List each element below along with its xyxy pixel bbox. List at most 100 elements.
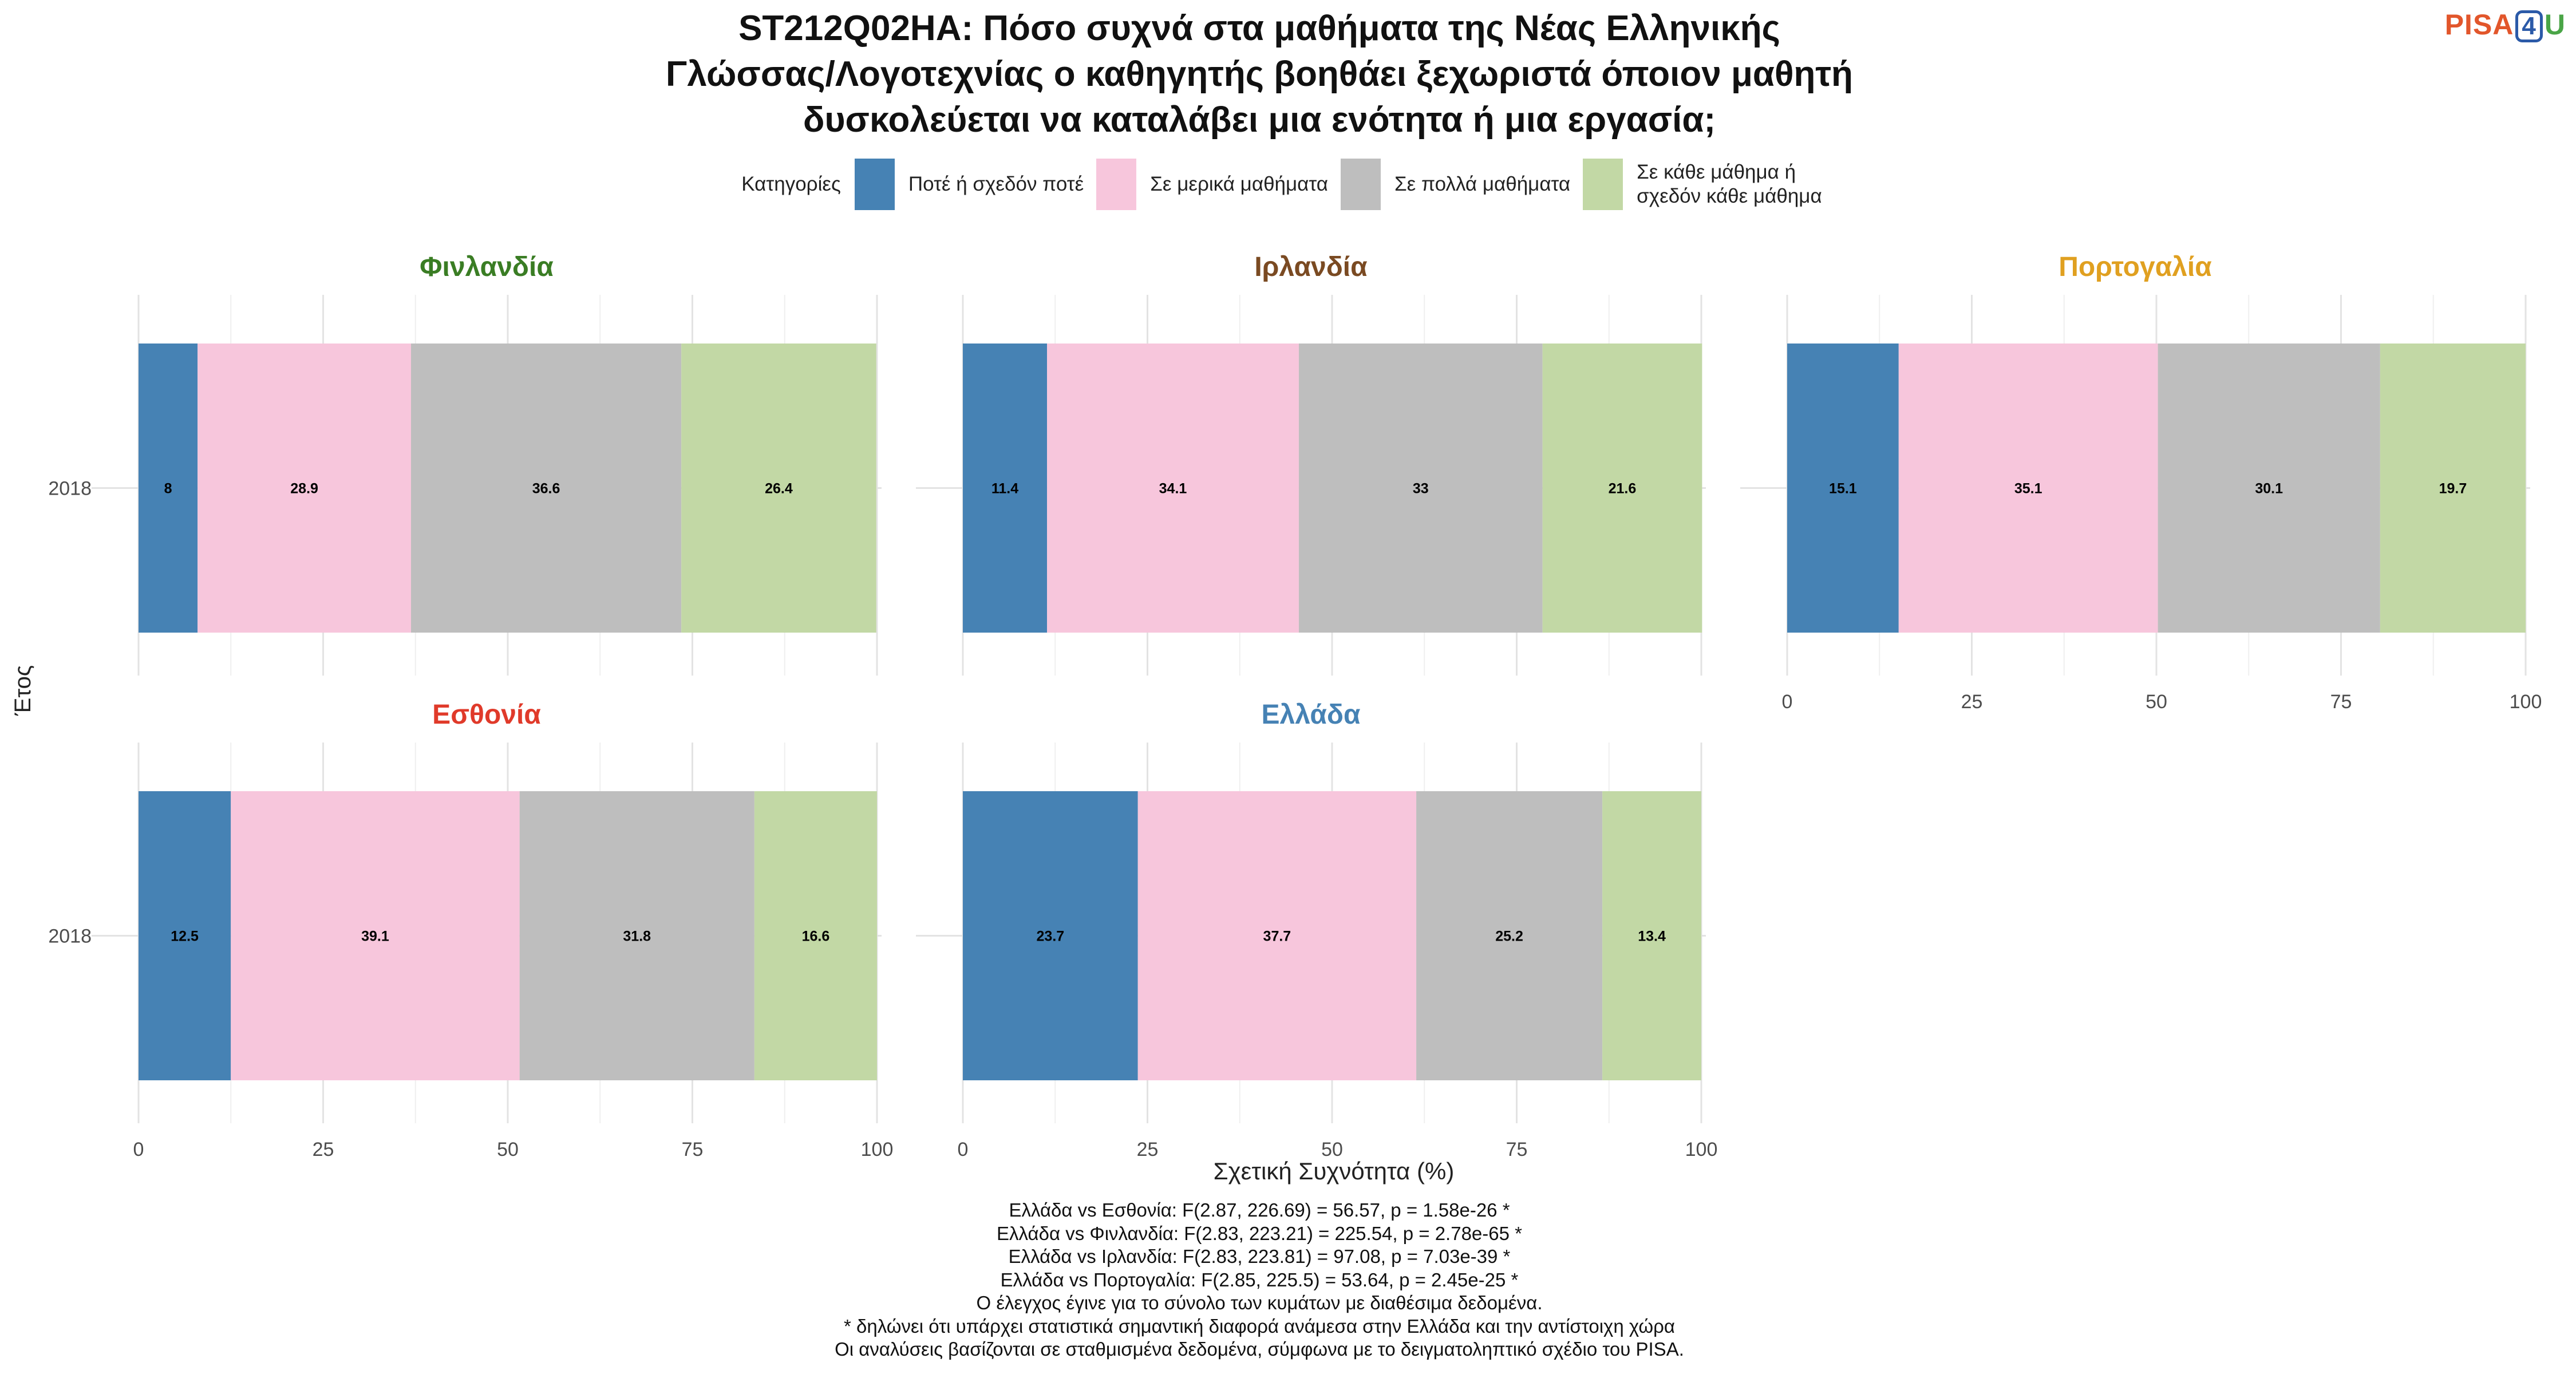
logo-u-text: U <box>2544 9 2566 41</box>
data-label: 21.6 <box>1609 481 1637 497</box>
logo-pisa-text: PISA <box>2444 9 2514 41</box>
data-label: 16.6 <box>802 929 830 945</box>
pisa4u-logo: PISA 4 U <box>2445 8 2566 42</box>
legend-swatch-every <box>1583 159 1623 210</box>
bar-segment <box>139 791 231 1080</box>
data-label: 8 <box>164 481 172 497</box>
legend-item-every: Σε κάθε μάθημα ή σχεδόν κάθε μάθημα <box>1583 159 1822 210</box>
title-line-2: Γλώσσας/Λογοτεχνίας ο καθηγητής βοηθάει … <box>666 54 1853 94</box>
data-label: 37.7 <box>1263 929 1291 945</box>
bar-segment <box>197 344 412 633</box>
data-label: 19.7 <box>2439 481 2467 497</box>
legend-swatch-never <box>854 159 895 210</box>
legend-item-many: Σε πολλά μαθήματα <box>1340 159 1571 210</box>
bar-segment <box>1787 344 1899 633</box>
x-tick-label: 25 <box>1137 1139 1159 1160</box>
bar-segment <box>2380 344 2526 633</box>
data-label: 12.5 <box>171 929 199 945</box>
note-weighting: Οι αναλύσεις βασίζονται σε σταθμισμένα δ… <box>835 1339 1684 1360</box>
x-tick-label: 75 <box>2330 691 2352 713</box>
title-line-1: ST212Q02HA: Πόσο συχνά στα μαθήματα της … <box>738 9 1780 48</box>
bar-segment <box>963 344 1048 633</box>
legend-label-some: Σε μερικά μαθήματα <box>1150 173 1328 195</box>
legend-item-some: Σε μερικά μαθήματα <box>1096 159 1328 210</box>
x-tick-label: 0 <box>958 1139 969 1160</box>
bar-segment <box>754 791 877 1080</box>
y-tick-label: 2018 <box>48 478 92 500</box>
facet-title: Ιρλανδία <box>1254 252 1368 282</box>
title-line-3: δυσκολεύεται να καταλάβει μια ενότητα ή … <box>803 100 1716 140</box>
data-label: 25.2 <box>1495 929 1523 945</box>
bar-segment <box>1298 344 1543 633</box>
data-label: 23.7 <box>1037 929 1065 945</box>
x-tick-label: 0 <box>133 1139 144 1160</box>
bar-segment <box>1602 791 1701 1080</box>
bar-segment <box>2158 344 2380 633</box>
x-tick-label: 50 <box>1321 1139 1343 1160</box>
x-tick-label: 25 <box>313 1139 334 1160</box>
legend: Κατηγορίες Ποτέ ή σχεδόν ποτέ Σε μερικά … <box>0 156 2576 213</box>
data-label: 35.1 <box>2014 481 2042 497</box>
legend-item-never: Ποτέ ή σχεδόν ποτέ <box>854 159 1084 210</box>
bar-segment <box>139 344 198 633</box>
x-tick-label: 0 <box>1782 691 1793 713</box>
bar-segment <box>1416 791 1603 1080</box>
note-ireland: Ελλάδα vs Ιρλανδία: F(2.83, 223.81) = 97… <box>1008 1246 1511 1267</box>
x-tick-label: 75 <box>1506 1139 1528 1160</box>
bar-segment <box>681 344 876 633</box>
facet-title: Εσθονία <box>432 700 541 730</box>
facet-title: Φινλανδία <box>420 252 554 282</box>
x-tick-label: 100 <box>2510 691 2542 713</box>
facet-panel: Ιρλανδία 11.4 34.1 33 21.6 <box>916 252 1706 676</box>
x-tick-label: 100 <box>1685 1139 1718 1160</box>
x-axis-label: Σχετική Συχνότητα (%) <box>1213 1158 1455 1185</box>
bar-segment <box>1542 344 1702 633</box>
legend-swatch-many <box>1340 159 1381 210</box>
y-tick-label: 2018 <box>48 926 92 947</box>
facet-panel: Εσθονία 12.5 39.1 31.8 16.6 2018 0 25 50 75 100 <box>48 700 893 1160</box>
note-waves: Ο έλεγχος έγινε για το σύνολο των κυμάτω… <box>976 1292 1543 1313</box>
x-tick-label: 50 <box>497 1139 519 1160</box>
bar-segment <box>963 791 1138 1080</box>
legend-swatch-some <box>1096 159 1137 210</box>
chart-title: ST212Q02HA: Πόσο συχνά στα μαθήματα της … <box>429 6 2089 143</box>
facet-panel: Πορτογαλία 15.1 35.1 30.1 19.7 0 25 50 75 100 <box>1740 252 2542 713</box>
bar-segment <box>411 344 682 633</box>
data-label: 34.1 <box>1159 481 1187 497</box>
footnotes: Ελλάδα vs Εσθονία: F(2.87, 226.69) = 56.… <box>515 1199 2004 1361</box>
y-axis-label: Έτος <box>10 665 35 716</box>
legend-label-many: Σε πολλά μαθήματα <box>1394 173 1571 195</box>
data-label: 39.1 <box>361 929 389 945</box>
legend-label-never: Ποτέ ή σχεδόν ποτέ <box>908 173 1084 195</box>
legend-title: Κατηγορίες <box>741 173 841 195</box>
note-finland: Ελλάδα vs Φινλανδία: F(2.83, 223.21) = 2… <box>997 1222 1522 1244</box>
facet-title: Ελλάδα <box>1262 700 1361 730</box>
note-significance: * δηλώνει ότι υπάρχει στατιστικά σημαντι… <box>844 1315 1675 1337</box>
bar-segment <box>519 791 754 1080</box>
bar-segment <box>1137 791 1417 1080</box>
facet-panel: Ελλάδα 23.7 37.7 25.2 13.4 0 25 50 75 100 <box>916 700 1717 1160</box>
data-label: 31.8 <box>623 929 651 945</box>
data-label: 33 <box>1413 481 1429 497</box>
legend-label-every: Σε κάθε μάθημα ή σχεδόν κάθε μάθημα <box>1637 161 1822 207</box>
x-tick-label: 100 <box>861 1139 894 1160</box>
logo-four-text: 4 <box>2515 10 2543 42</box>
note-portugal: Ελλάδα vs Πορτογαλία: F(2.85, 225.5) = 5… <box>1000 1269 1519 1290</box>
x-tick-label: 75 <box>682 1139 704 1160</box>
x-tick-label: 50 <box>2146 691 2167 713</box>
bar-segment <box>231 791 520 1080</box>
x-tick-label: 25 <box>1961 691 1983 713</box>
data-label: 15.1 <box>1829 481 1857 497</box>
data-label: 13.4 <box>1638 929 1666 945</box>
bar-segment <box>1047 344 1299 633</box>
note-estonia: Ελλάδα vs Εσθονία: F(2.87, 226.69) = 56.… <box>1009 1199 1510 1221</box>
data-label: 36.6 <box>532 481 560 497</box>
data-label: 26.4 <box>765 481 793 497</box>
data-label: 28.9 <box>290 481 318 497</box>
bar-segment <box>1898 344 2158 633</box>
facet-panel: Φινλανδία 8 28.9 36.6 26.4 2018 <box>48 252 882 676</box>
data-label: 30.1 <box>2255 481 2283 497</box>
facet-title: Πορτογαλία <box>2059 252 2212 282</box>
